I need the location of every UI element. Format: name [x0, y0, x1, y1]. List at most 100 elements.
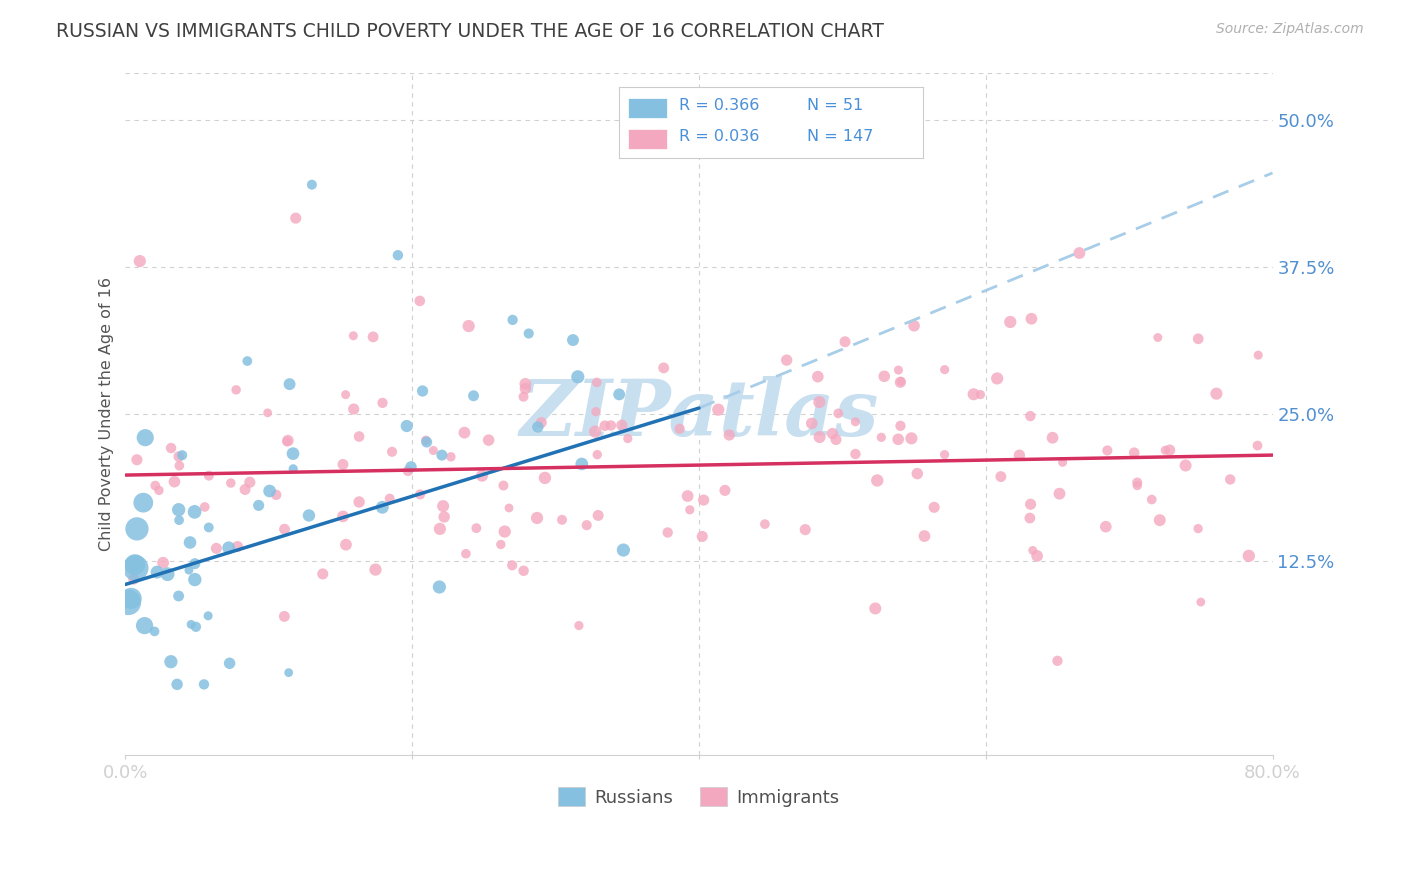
Point — [501, 558, 523, 573]
Point — [218, 657, 240, 671]
Point — [612, 543, 634, 558]
Point — [120, 591, 142, 606]
Point — [586, 448, 609, 462]
Point — [887, 433, 910, 447]
Point — [427, 580, 450, 594]
Point — [887, 363, 910, 377]
Point — [364, 563, 387, 577]
Point — [489, 537, 512, 551]
Point — [517, 326, 540, 341]
Text: RUSSIAN VS IMMIGRANTS CHILD POVERTY UNDER THE AGE OF 16 CORRELATION CHART: RUSSIAN VS IMMIGRANTS CHILD POVERTY UNDE… — [56, 22, 884, 41]
Point — [256, 406, 278, 420]
Point — [167, 502, 190, 516]
Point — [179, 535, 201, 549]
Point — [347, 495, 370, 509]
Point — [585, 404, 607, 418]
Point — [1187, 522, 1209, 536]
Point — [239, 475, 262, 490]
Point — [1097, 443, 1119, 458]
Point — [124, 561, 146, 575]
Point — [371, 396, 394, 410]
Y-axis label: Child Poverty Under the Age of 16: Child Poverty Under the Age of 16 — [100, 277, 114, 551]
Point — [247, 499, 270, 513]
Point — [530, 416, 553, 430]
Point — [986, 371, 1008, 385]
Point — [1019, 409, 1042, 423]
Point — [347, 429, 370, 443]
Point — [387, 248, 409, 262]
Point — [679, 503, 702, 517]
Point — [692, 493, 714, 508]
Point — [132, 496, 155, 510]
Point — [335, 538, 357, 552]
Point — [343, 402, 366, 417]
Point — [412, 384, 434, 398]
Point — [177, 563, 200, 577]
Point — [332, 509, 354, 524]
Point — [1237, 549, 1260, 563]
Point — [515, 382, 537, 396]
Point — [259, 483, 281, 498]
Point — [690, 529, 713, 543]
Point — [226, 540, 249, 554]
Point — [465, 521, 488, 535]
Point — [583, 425, 606, 439]
Point — [298, 508, 321, 523]
Point — [194, 500, 217, 514]
Point — [184, 620, 207, 634]
Point — [1000, 315, 1022, 329]
Point — [714, 483, 737, 498]
Point — [1126, 478, 1149, 492]
Point — [718, 428, 741, 442]
Point — [502, 313, 524, 327]
Point — [1219, 472, 1241, 486]
Point — [143, 624, 166, 639]
Point — [808, 395, 831, 409]
Point — [1123, 446, 1146, 460]
Point — [903, 318, 925, 333]
Point — [600, 418, 623, 433]
Point — [381, 444, 404, 458]
Point — [889, 418, 911, 433]
Point — [526, 511, 548, 525]
Point — [156, 567, 179, 582]
Point — [498, 500, 520, 515]
Point — [617, 432, 640, 446]
Point — [1022, 543, 1045, 558]
Point — [914, 529, 936, 543]
Point — [1187, 332, 1209, 346]
Point — [568, 618, 591, 632]
Point — [160, 655, 183, 669]
Point — [415, 434, 437, 448]
Point — [922, 500, 945, 515]
Point — [409, 293, 432, 308]
Point — [399, 459, 422, 474]
Point — [527, 420, 550, 434]
Point — [494, 524, 516, 539]
Point — [586, 508, 609, 523]
Point — [492, 478, 515, 492]
Point — [1154, 443, 1177, 458]
Point — [593, 418, 616, 433]
Point — [396, 464, 419, 478]
Point — [652, 360, 675, 375]
Point — [834, 334, 856, 349]
Point — [281, 447, 304, 461]
Point — [562, 333, 585, 347]
Point — [1247, 348, 1270, 362]
Point — [371, 500, 394, 515]
Point — [193, 677, 215, 691]
Point — [668, 422, 690, 436]
Point — [889, 376, 911, 390]
Point — [454, 547, 477, 561]
Point — [610, 418, 633, 433]
Point — [1126, 475, 1149, 490]
Point — [1146, 330, 1168, 344]
Point — [463, 389, 485, 403]
Point — [432, 499, 454, 513]
Point — [219, 475, 242, 490]
Point — [277, 434, 299, 448]
Point — [378, 491, 401, 506]
Point — [567, 369, 589, 384]
Point — [124, 558, 146, 572]
